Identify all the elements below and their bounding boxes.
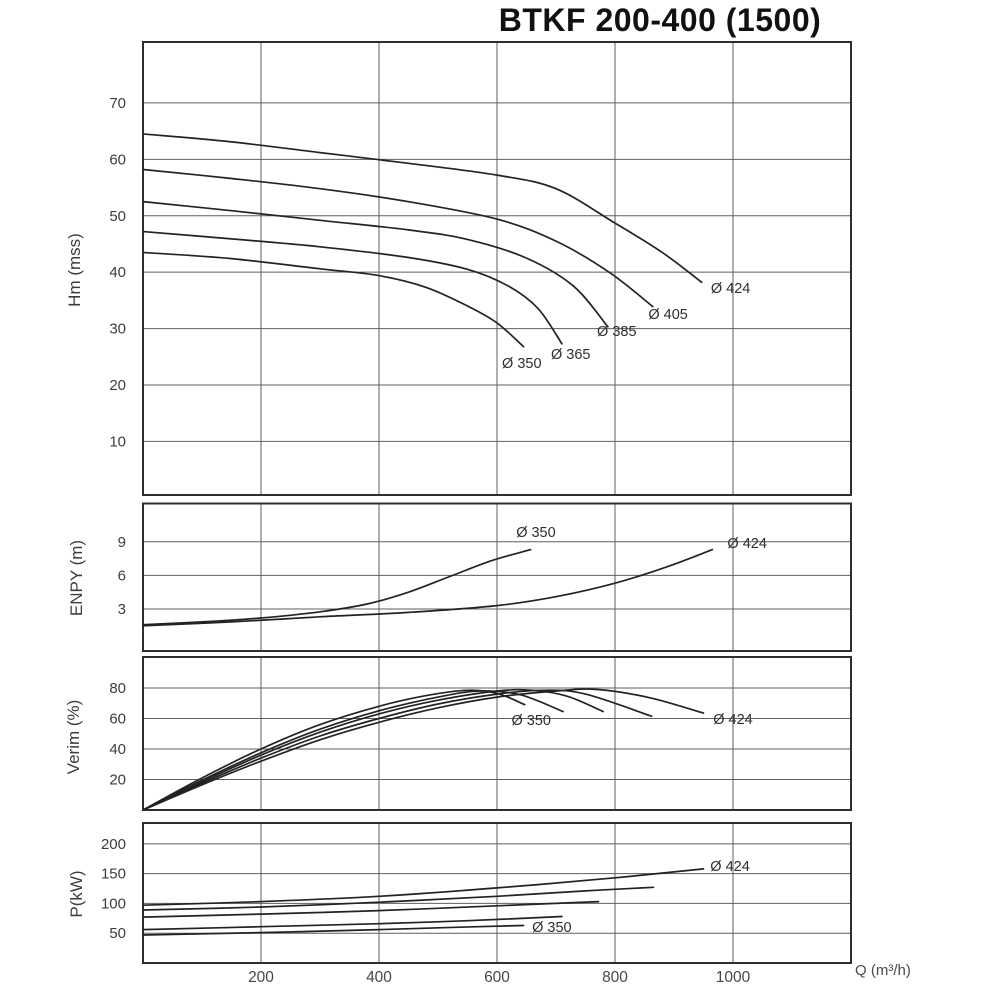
x-tick-label: 200: [248, 969, 274, 986]
curve-label: Ø 350: [532, 920, 572, 936]
y-tick-label: 9: [118, 534, 126, 551]
curve-power-curves-Ø405: [142, 886, 655, 911]
y-axis-label-npsh: ENPY (m): [67, 539, 86, 617]
x-tick-label: 400: [366, 969, 392, 986]
y-tick-label: 60: [109, 151, 126, 168]
curve-label: Ø 424: [710, 859, 750, 875]
curve-npsh-curves-Ø424: [142, 548, 714, 627]
y-tick-label: 70: [109, 95, 126, 112]
x-tick-label: 600: [484, 969, 510, 986]
plot-border: [142, 822, 852, 964]
y-tick-label: 10: [109, 433, 126, 450]
curve-label: Ø 365: [551, 347, 591, 363]
y-tick-label: 100: [101, 895, 126, 912]
curve-head-curves-Ø365: [142, 230, 563, 345]
curve-label: Ø 405: [648, 307, 688, 323]
chart-title: BTKF 200-400 (1500): [498, 2, 822, 38]
y-tick-label: 3: [118, 601, 126, 618]
y-tick-label: 20: [109, 377, 126, 394]
curve-head-curves-Ø405: [142, 168, 654, 308]
curve-head-curves-Ø350: [142, 251, 525, 348]
curve-power-curves-Ø385: [142, 900, 600, 918]
y-tick-label: 40: [109, 741, 126, 758]
curve-head-curves-Ø424: [142, 133, 703, 284]
plot-border: [142, 502, 852, 652]
y-tick-label: 200: [101, 836, 126, 853]
y-axis-label-efficiency: Verim (%): [64, 699, 83, 775]
curve-label: Ø 424: [713, 712, 753, 728]
curve-label: Ø 424: [711, 281, 751, 297]
y-tick-label: 60: [109, 710, 126, 727]
curve-label: Ø 350: [516, 525, 556, 541]
curve-label: Ø 385: [597, 324, 637, 340]
curve-label: Ø 424: [727, 536, 767, 552]
y-tick-label: 80: [109, 680, 126, 697]
curve-efficiency-curves-Ø405: [142, 689, 653, 811]
y-tick-label: 20: [109, 771, 126, 788]
curve-label: Ø 350: [511, 713, 551, 729]
y-tick-label: 50: [109, 925, 126, 942]
curve-efficiency-curves-Ø424: [142, 688, 705, 811]
curve-head-curves-Ø385: [142, 200, 609, 328]
curve-efficiency-curves-Ø365: [142, 690, 564, 811]
y-axis-label-power: P(kW): [67, 870, 86, 918]
y-tick-label: 30: [109, 321, 126, 338]
curve-power-curves-Ø424: [142, 868, 705, 907]
curve-power-curves-Ø365: [142, 915, 563, 931]
plot-border: [142, 41, 852, 496]
curve-efficiency-curves-Ø350: [142, 689, 526, 811]
y-axis-label-head: Hm (mss): [65, 233, 84, 307]
curve-power-curves-Ø350: [142, 924, 525, 936]
plot-border: [142, 656, 852, 811]
x-tick-label: 800: [602, 969, 628, 986]
y-tick-label: 40: [109, 264, 126, 281]
y-tick-label: 50: [109, 208, 126, 225]
x-axis-label: Q (m³/h): [855, 962, 911, 979]
x-tick-label: 1000: [716, 969, 751, 986]
curve-npsh-curves-Ø350: [142, 548, 532, 626]
y-tick-label: 150: [101, 866, 126, 883]
curve-label: Ø 350: [502, 356, 542, 372]
y-tick-label: 6: [118, 567, 126, 584]
